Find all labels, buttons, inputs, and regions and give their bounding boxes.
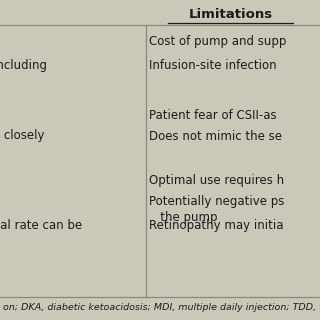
Text: Patient fear of CSII-as: Patient fear of CSII-as — [149, 109, 276, 122]
Text: Cost of pump and supp: Cost of pump and supp — [149, 35, 286, 48]
Text: Limitations: Limitations — [188, 8, 272, 21]
Text: including: including — [0, 59, 48, 72]
Text: Optimal use requires h: Optimal use requires h — [149, 174, 284, 187]
Text: on; DKA, diabetic ketoacidosis; MDI, multiple daily injection; TDD, t: on; DKA, diabetic ketoacidosis; MDI, mul… — [3, 303, 320, 312]
Text: Potentially negative ps: Potentially negative ps — [149, 195, 284, 208]
Text: the pump: the pump — [149, 211, 217, 224]
Text: Infusion-site infection: Infusion-site infection — [149, 59, 276, 72]
Text: s closely: s closely — [0, 130, 44, 142]
Text: sal rate can be: sal rate can be — [0, 219, 82, 232]
Text: Retinopathy may initia: Retinopathy may initia — [149, 219, 283, 232]
Text: Does not mimic the se: Does not mimic the se — [149, 130, 284, 142]
